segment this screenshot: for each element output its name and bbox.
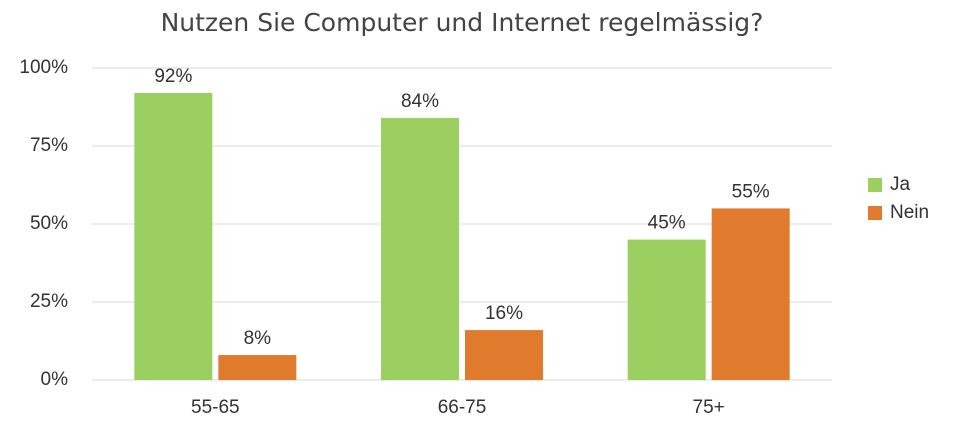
y-tick-label: 50%: [30, 213, 68, 234]
data-label: 16%: [485, 303, 523, 324]
bar: [134, 92, 213, 381]
chart-title: Nutzen Sie Computer und Internet regelmä…: [161, 8, 764, 37]
y-tick-label: 100%: [19, 57, 68, 78]
y-tick-label: 75%: [30, 135, 68, 156]
bar: [218, 355, 297, 380]
legend-label: Nein: [890, 202, 929, 223]
y-tick-label: 25%: [30, 291, 68, 312]
legend-swatch: [868, 206, 882, 220]
data-label: 45%: [648, 213, 686, 234]
data-label: 92%: [154, 66, 192, 87]
bar: [711, 208, 790, 380]
x-tick-label: 66-75: [438, 397, 487, 418]
x-tick-label: 75+: [693, 397, 725, 418]
legend-label: Ja: [890, 174, 911, 195]
data-label: 55%: [732, 181, 770, 202]
x-tick-label: 55-65: [191, 397, 240, 418]
y-tick-label: 0%: [41, 369, 69, 390]
bar: [465, 330, 543, 380]
data-label: 84%: [401, 91, 439, 112]
bar: [627, 239, 706, 380]
data-label: 8%: [244, 328, 272, 349]
legend-swatch: [868, 178, 882, 192]
bar: [381, 117, 459, 381]
